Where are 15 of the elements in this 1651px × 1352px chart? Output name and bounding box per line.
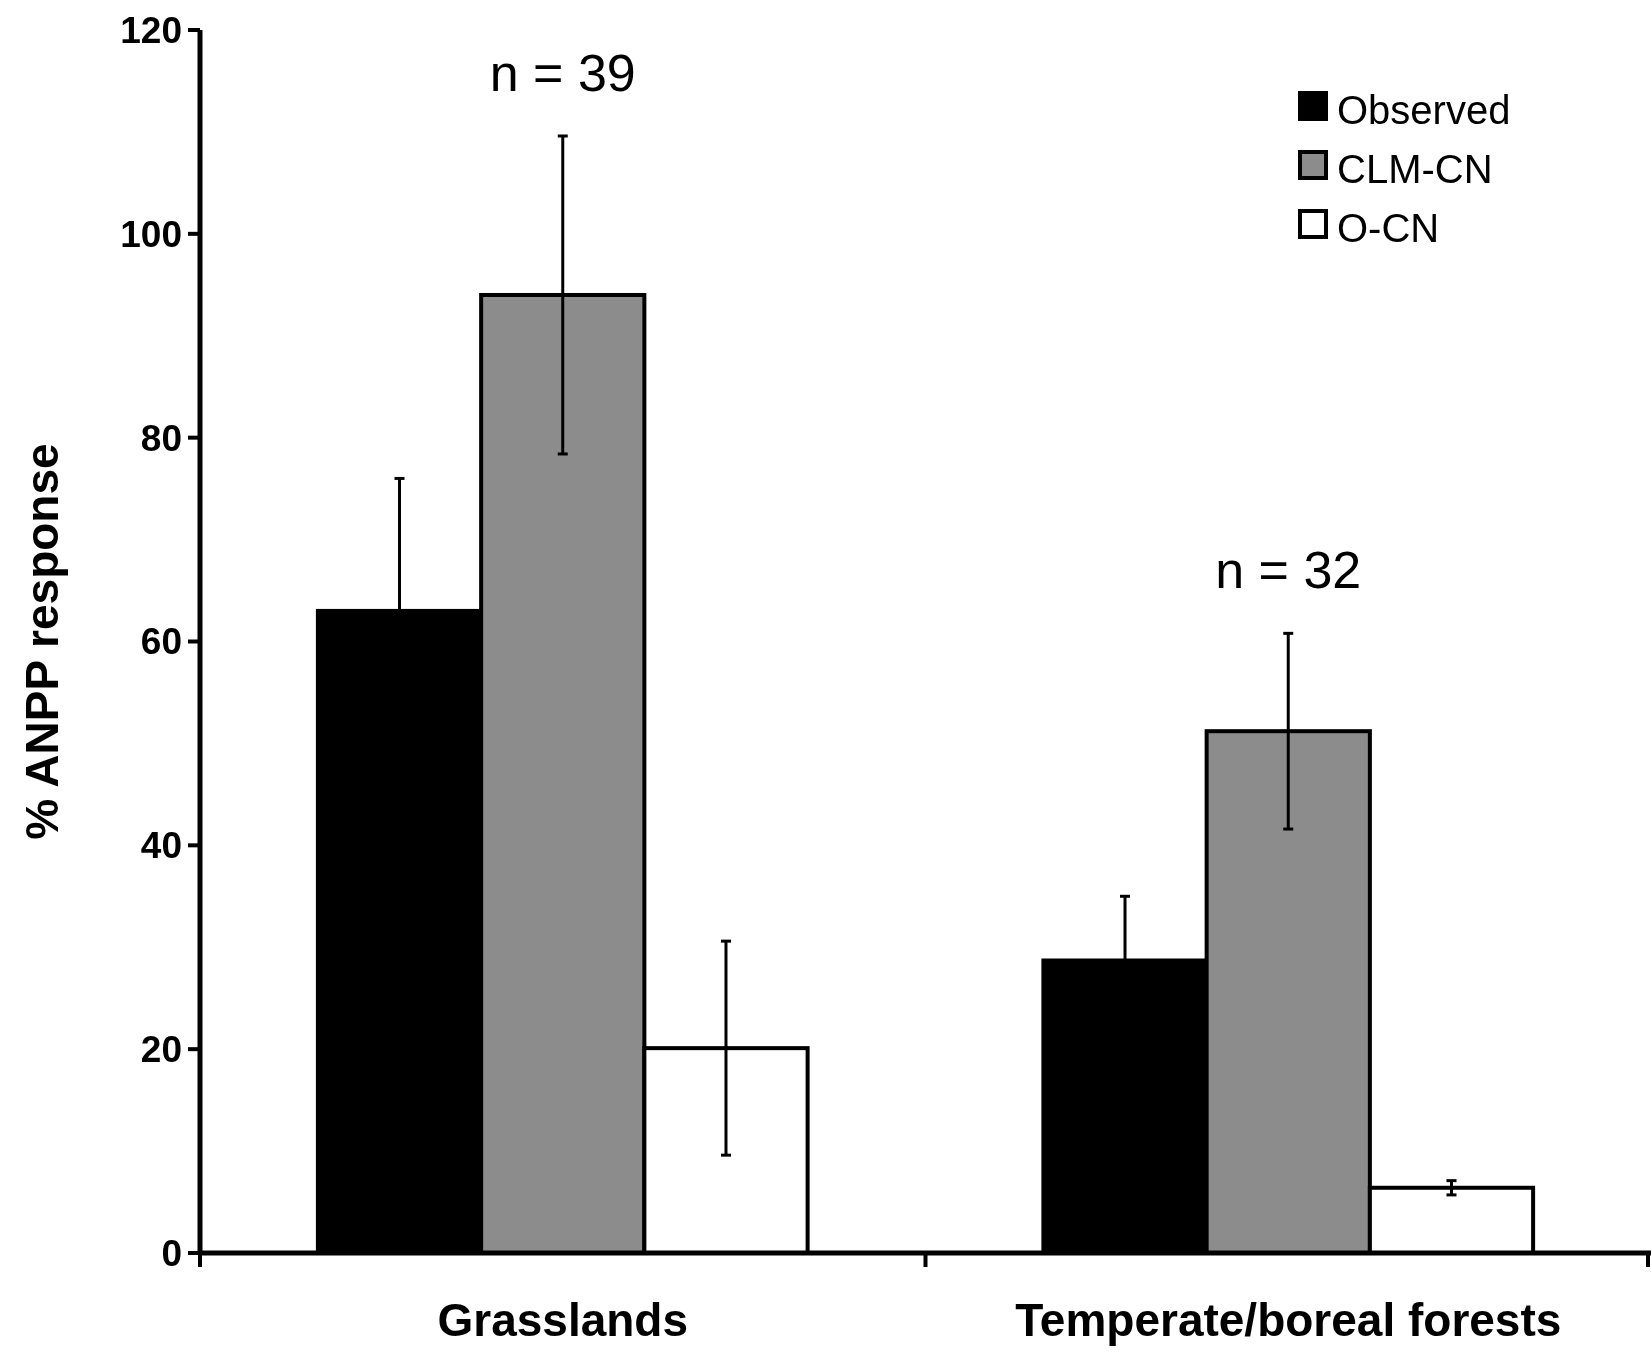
y-tick-label: 60 (140, 621, 182, 663)
annotation: n = 39 (489, 43, 636, 102)
x-tick-label: Grasslands (437, 1294, 689, 1346)
y-tick-label: 80 (140, 417, 182, 459)
legend-label: Observed (1337, 88, 1511, 132)
y-tick-label: 40 (140, 825, 182, 867)
legend-label: CLM-CN (1337, 147, 1493, 191)
y-tick-label: 100 (120, 213, 182, 255)
legend-label: O-CN (1337, 206, 1440, 250)
y-axis-title: % ANPP response (16, 443, 68, 840)
y-tick-label: 120 (120, 9, 182, 51)
y-tick-label: 0 (161, 1232, 182, 1274)
annotation: n = 32 (1215, 541, 1362, 600)
y-tick-label: 20 (140, 1029, 182, 1071)
x-tick-label: Temperate/boreal forests (1015, 1294, 1562, 1346)
